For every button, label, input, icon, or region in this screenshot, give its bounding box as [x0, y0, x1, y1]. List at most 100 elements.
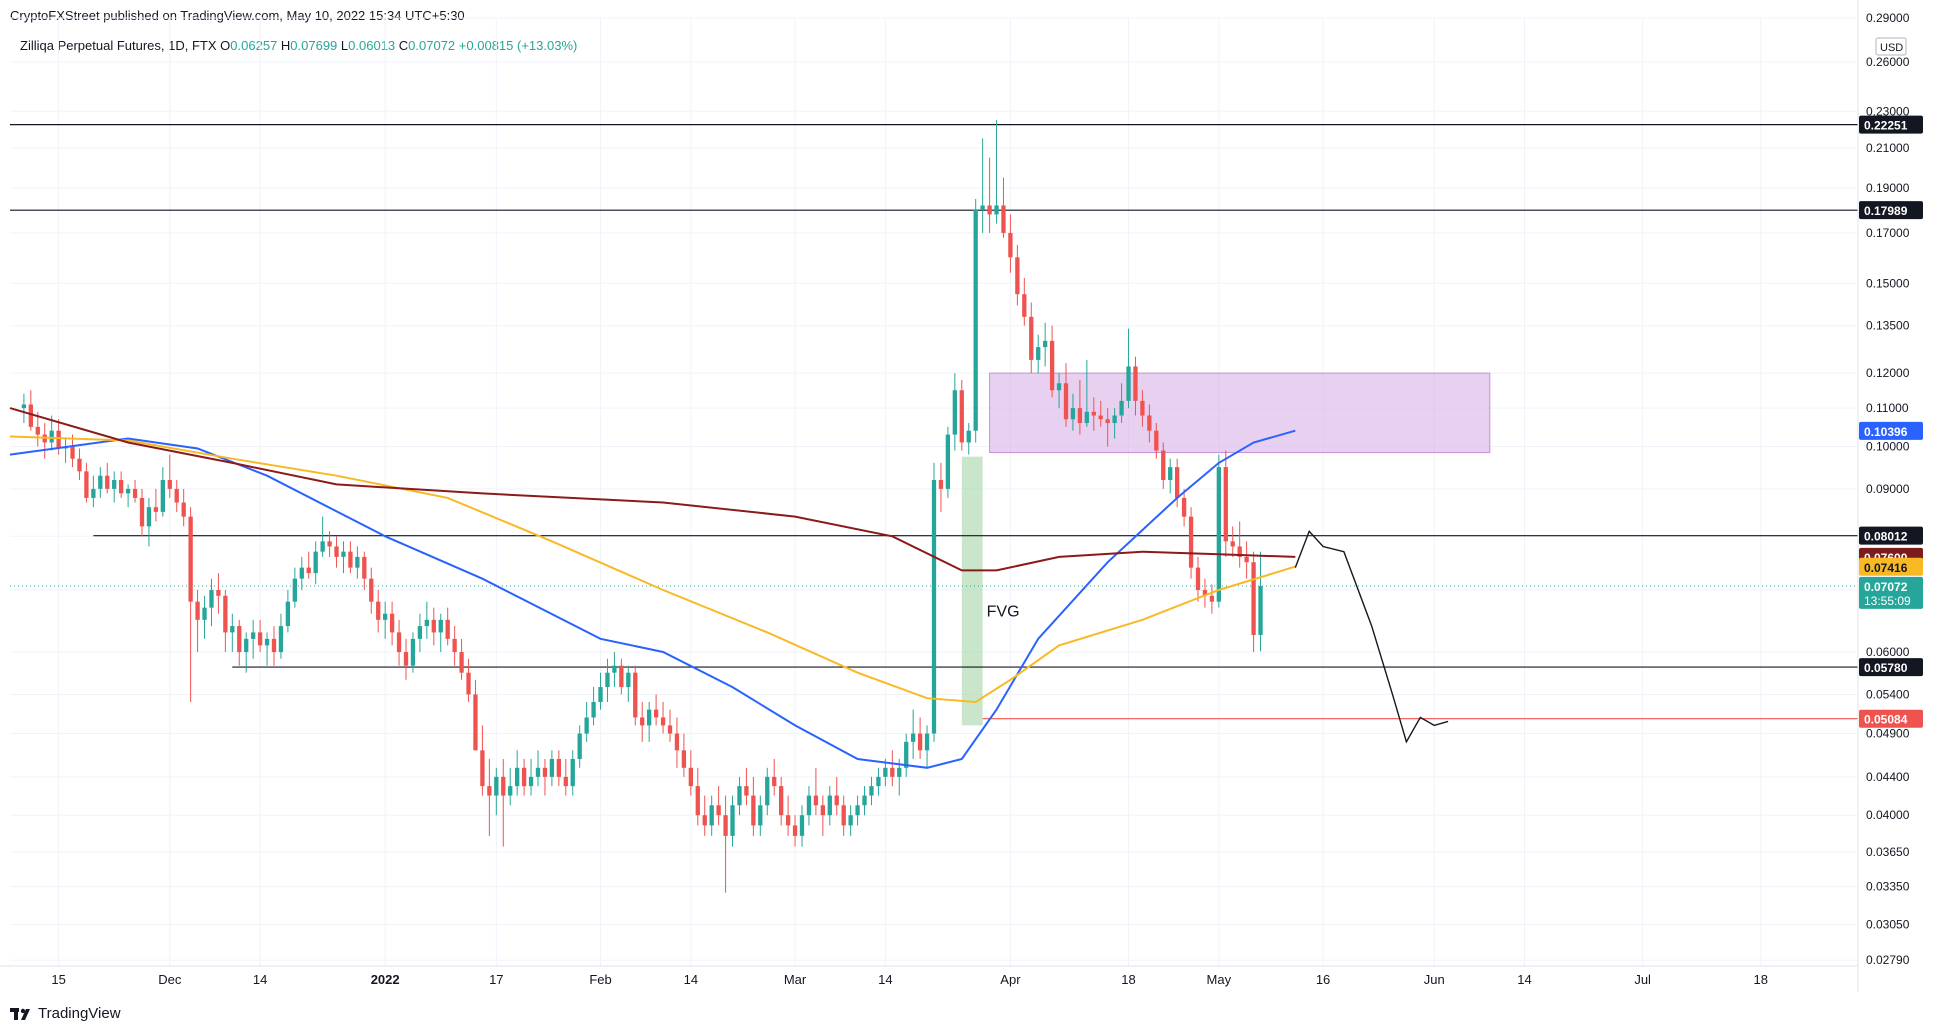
y-tick-label: 0.17000	[1866, 226, 1910, 240]
high-label: H	[280, 38, 291, 53]
x-tick-label: 14	[878, 972, 892, 987]
candle	[105, 475, 110, 489]
fvg-rect	[961, 456, 983, 726]
candle	[125, 488, 131, 494]
symbol-legend: Zilliqa Perpetual Futures, 1D, FTX O0.06…	[20, 38, 577, 53]
candle	[869, 786, 874, 796]
candle	[452, 638, 457, 653]
currency-box	[1875, 37, 1907, 56]
candle	[792, 825, 798, 836]
candle	[1008, 232, 1013, 258]
x-tick-label: 14	[684, 972, 698, 987]
candle	[841, 805, 846, 826]
candle	[855, 805, 860, 816]
candle	[292, 578, 297, 602]
candle	[299, 567, 304, 579]
candle	[327, 541, 332, 547]
indicator-price-label-bg	[1859, 557, 1923, 576]
candle	[223, 595, 228, 633]
candle	[1209, 595, 1215, 602]
candle	[931, 480, 937, 734]
tradingview-footer[interactable]: TradingView	[10, 1005, 121, 1022]
candle	[369, 578, 374, 602]
currency-label: USD	[1880, 42, 1903, 54]
candle	[549, 758, 555, 777]
candle	[1105, 419, 1110, 424]
candle	[49, 430, 54, 443]
moving-average-line	[9, 407, 1296, 572]
level-price-label-bg	[1859, 709, 1923, 728]
candle	[264, 638, 270, 646]
candle	[737, 786, 742, 806]
candle	[494, 776, 499, 796]
tradingview-logo-icon	[10, 1007, 30, 1020]
y-tick-label: 0.06000	[1866, 645, 1910, 659]
y-tick-label: 0.03650	[1866, 845, 1910, 859]
y-tick-label: 0.11000	[1866, 401, 1909, 415]
y-tick-label: 0.15000	[1866, 276, 1910, 290]
moving-average-line	[9, 429, 1296, 769]
candle	[980, 205, 985, 210]
candle	[84, 471, 89, 498]
candle	[924, 733, 930, 751]
y-tick-label: 0.10000	[1866, 439, 1910, 453]
x-tick-label: 14	[1517, 972, 1531, 987]
candle	[355, 556, 360, 568]
candle	[674, 733, 680, 751]
close-value: 0.07072	[408, 38, 456, 53]
x-tick-label: 18	[1121, 972, 1135, 987]
candle	[1056, 383, 1062, 391]
candle	[251, 632, 256, 639]
low-value: 0.06013	[348, 38, 396, 53]
close-label: C	[398, 38, 409, 53]
candle	[1168, 467, 1173, 481]
candle	[563, 776, 568, 787]
candle	[21, 404, 27, 409]
candle	[77, 458, 82, 472]
candle	[570, 758, 575, 787]
candle	[813, 795, 819, 806]
candle	[230, 626, 235, 633]
candle	[772, 776, 777, 787]
candle	[667, 725, 673, 734]
candle	[1077, 408, 1083, 424]
indicator-price-label-timer: 13:55:09	[1864, 594, 1911, 608]
candle	[1154, 430, 1159, 451]
candle	[271, 638, 277, 653]
y-tick-label: 0.23000	[1866, 104, 1910, 118]
indicator-price-label-bg	[1859, 421, 1923, 440]
indicator-price-label-bg	[1859, 576, 1923, 609]
candle	[827, 795, 832, 816]
candle	[1223, 467, 1228, 542]
candle	[612, 665, 617, 673]
candle	[466, 672, 471, 695]
candle	[806, 795, 812, 816]
candle	[195, 601, 200, 620]
candle	[98, 475, 103, 489]
candle	[640, 717, 645, 726]
change-value: +0.00815 (+13.03%)	[458, 38, 578, 53]
candle	[389, 613, 395, 633]
candle	[362, 556, 367, 579]
x-tick-label: Apr	[1000, 972, 1021, 987]
x-tick-label: 18	[1754, 972, 1768, 987]
candle	[528, 776, 534, 787]
candle	[257, 632, 263, 646]
candle	[911, 733, 916, 742]
candle	[1258, 586, 1263, 635]
candle	[765, 776, 770, 806]
price-chart[interactable]: FVG0.290000.260000.230000.210000.190000.…	[0, 0, 1940, 1000]
candle	[577, 733, 582, 759]
candle	[181, 502, 186, 517]
candle	[56, 430, 61, 449]
candle	[653, 709, 659, 718]
candle	[431, 619, 436, 633]
candle	[28, 404, 33, 427]
candle	[619, 665, 624, 688]
candle	[501, 776, 506, 796]
candle	[1202, 590, 1208, 596]
candle	[598, 687, 603, 702]
candle	[591, 701, 596, 718]
candle	[91, 488, 96, 498]
level-price-label: 0.17989	[1864, 204, 1908, 218]
